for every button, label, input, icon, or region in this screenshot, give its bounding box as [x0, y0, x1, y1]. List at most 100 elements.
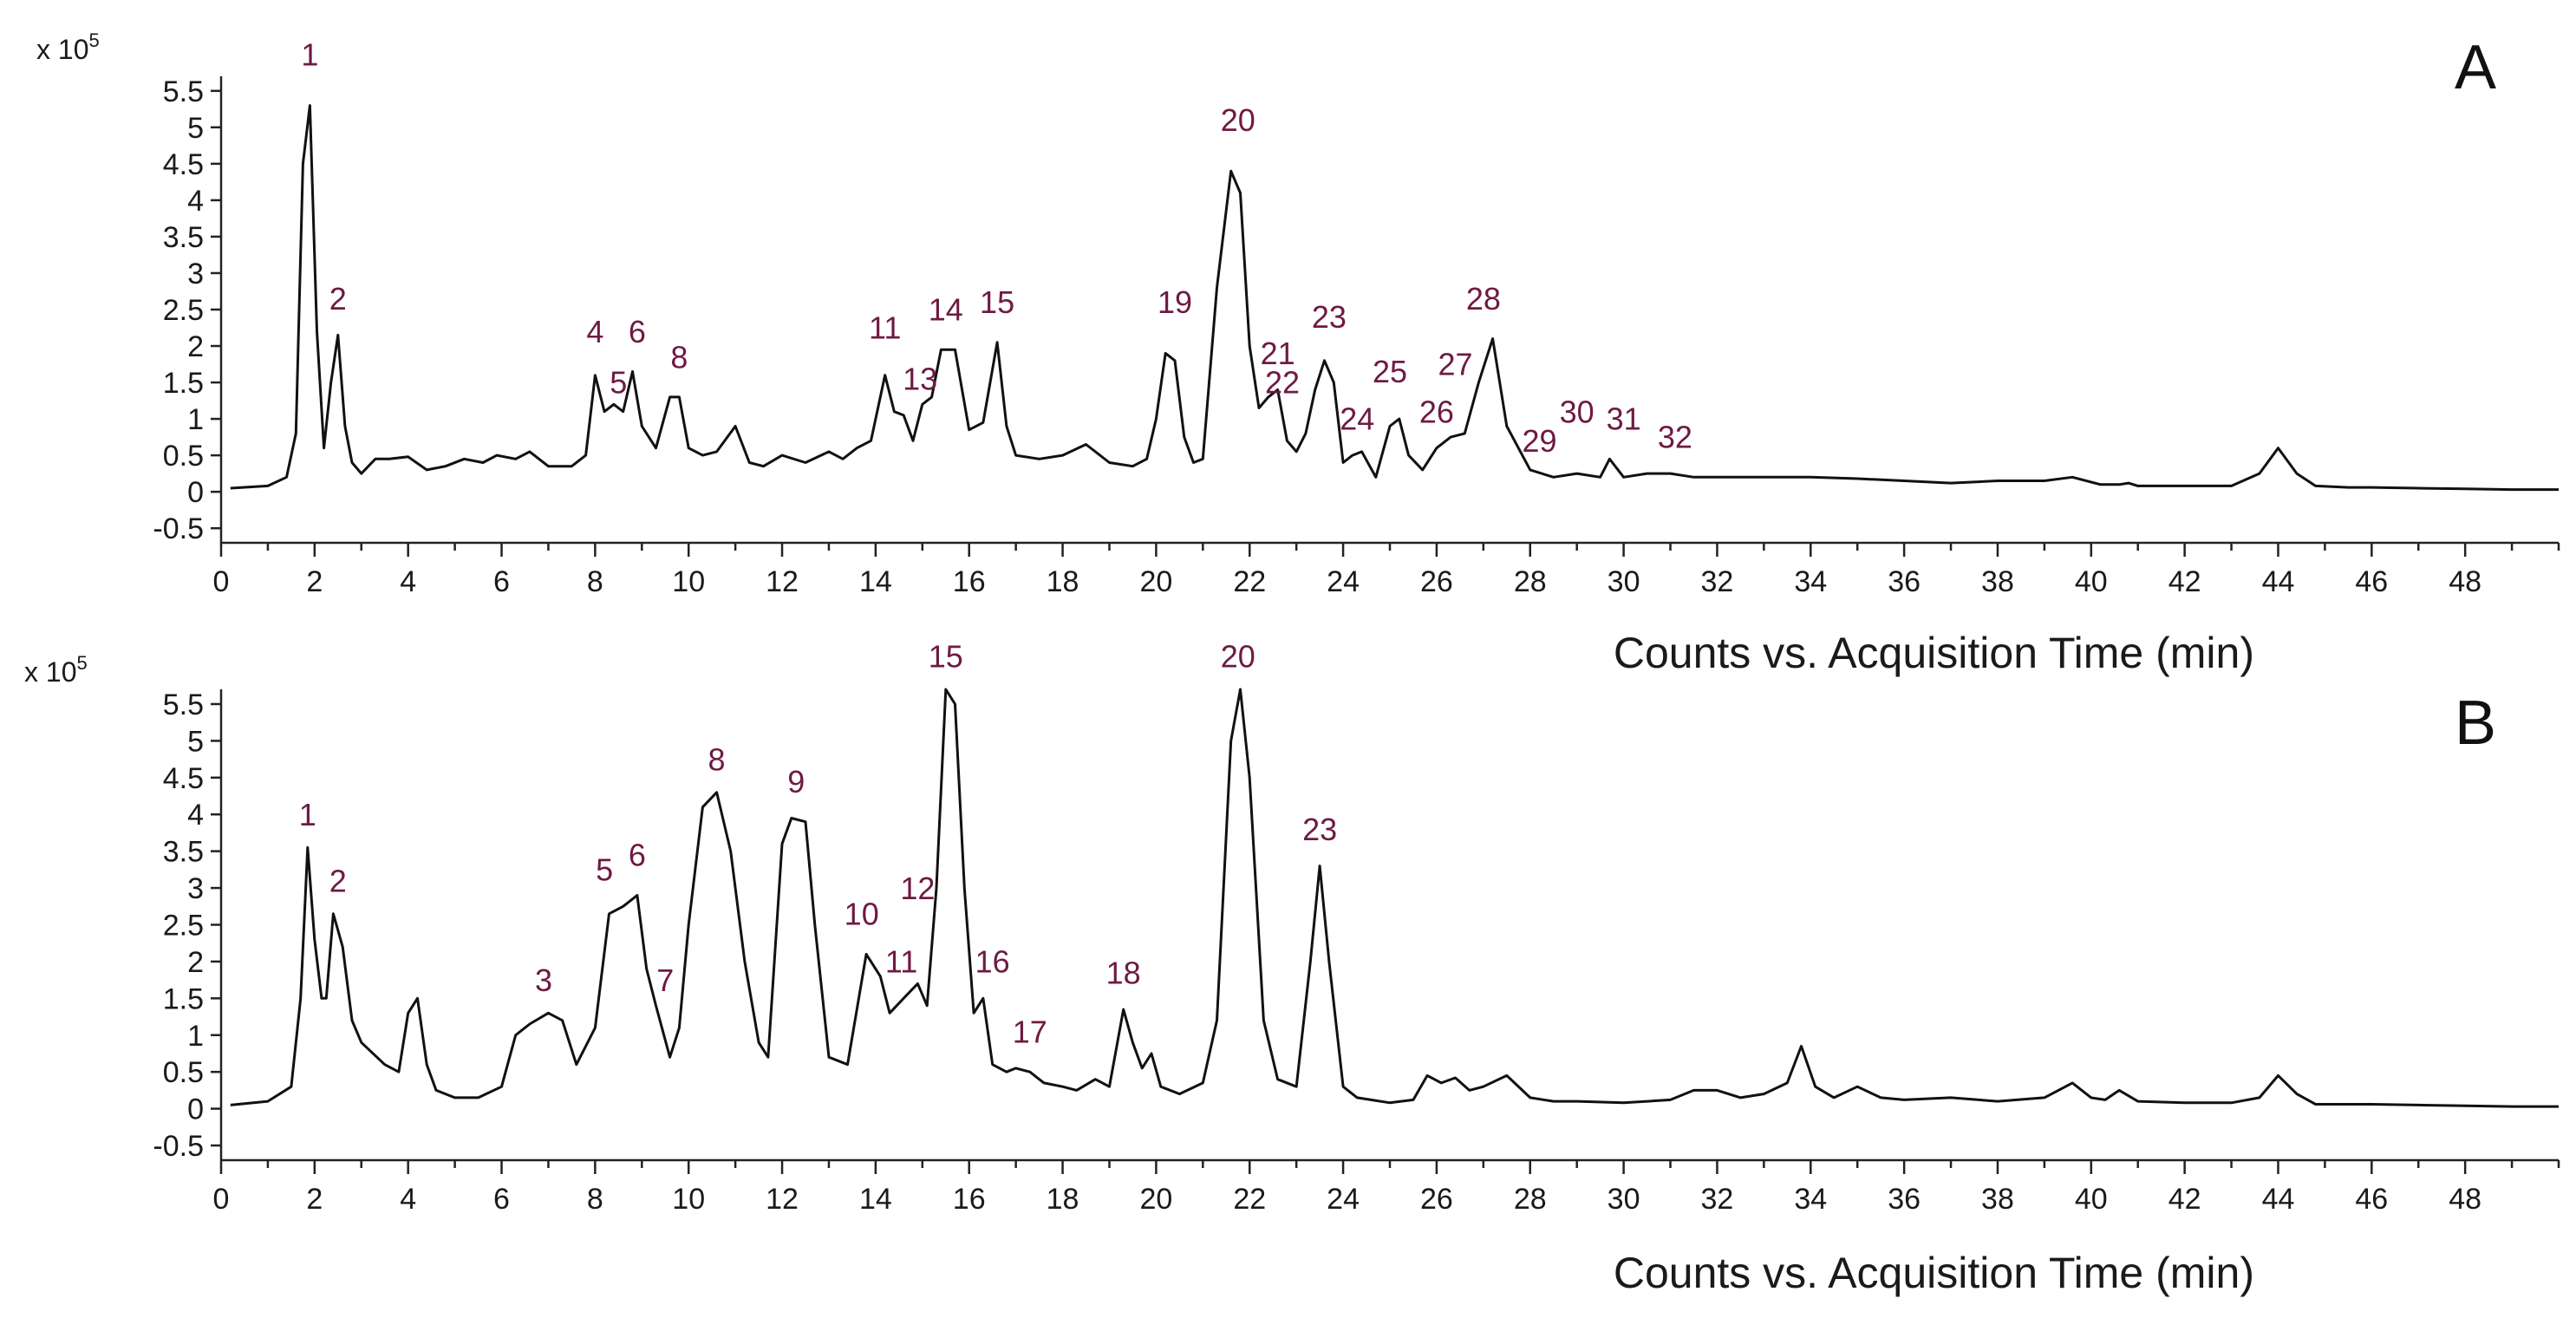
peak-label: 22	[1265, 365, 1300, 401]
y-tick-label: 2.5	[163, 910, 204, 943]
x-tick-label: 18	[1047, 1183, 1079, 1216]
x-tick-label: 2	[306, 1183, 323, 1216]
x-tick-label: 30	[1608, 565, 1640, 598]
peak-label: 11	[885, 944, 917, 980]
y-tick-label: 5	[187, 112, 204, 145]
peak-label: 29	[1523, 423, 1557, 459]
peak-label: 20	[1221, 639, 1255, 675]
y-tick-label: 0	[187, 476, 204, 509]
peak-label: 1	[301, 36, 318, 72]
x-tick-label: 42	[2168, 1183, 2201, 1216]
x-tick-label: 34	[1794, 565, 1827, 598]
y-tick-label: 5.5	[163, 75, 204, 108]
y-tick-label: 1	[187, 1020, 204, 1053]
y-tick-label: -0.5	[153, 1130, 204, 1163]
peak-label: 11	[869, 310, 901, 346]
x-tick-label: 46	[2355, 1183, 2388, 1216]
y-tick-label: 1.5	[163, 367, 204, 400]
x-tick-label: 34	[1794, 1183, 1827, 1216]
peak-label: 6	[629, 314, 646, 349]
peak-label: 24	[1340, 401, 1374, 437]
peak-label: 26	[1419, 394, 1454, 429]
y-tick-label: 2	[187, 946, 204, 979]
x-tick-label: 14	[859, 1183, 892, 1216]
peak-label: 7	[656, 962, 674, 998]
peak-label: 28	[1466, 281, 1501, 316]
x-tick-label: 12	[766, 565, 799, 598]
peak-label: 12	[900, 871, 935, 906]
x-tick-label: 26	[1420, 565, 1453, 598]
peak-label: 3	[535, 962, 552, 998]
y-multiplier-exponent: 5	[88, 29, 99, 51]
peak-label: 13	[903, 361, 937, 396]
x-axis-title: Counts vs. Acquisition Time (min)	[1614, 1249, 2254, 1297]
y-multiplier-label: x 105	[24, 652, 88, 688]
x-tick-label: 6	[493, 1183, 510, 1216]
y-tick-label: 5.5	[163, 688, 204, 721]
x-tick-label: 0	[213, 1183, 230, 1216]
x-tick-label: 42	[2168, 565, 2201, 598]
peak-label: 4	[586, 314, 603, 349]
x-tick-label: 40	[2075, 1183, 2108, 1216]
peak-label: 6	[629, 838, 646, 873]
peak-label: 2	[329, 863, 347, 898]
peak-label: 9	[787, 764, 805, 799]
peak-label: 25	[1373, 354, 1407, 389]
x-tick-label: 10	[672, 565, 705, 598]
x-tick-label: 0	[213, 565, 230, 598]
y-multiplier-exponent: 5	[76, 652, 87, 674]
x-tick-label: 36	[1888, 1183, 1921, 1216]
y-multiplier-label: x 105	[36, 29, 100, 65]
y-tick-label: 0.5	[163, 440, 204, 473]
chromatogram-trace	[230, 688, 2559, 1108]
peak-label: 1	[299, 797, 316, 832]
peak-label: 27	[1438, 347, 1472, 382]
peak-label: 31	[1607, 401, 1641, 437]
y-tick-label: 2	[187, 330, 204, 363]
x-tick-label: 22	[1233, 1183, 1266, 1216]
y-tick-label: 5	[187, 725, 204, 758]
x-tick-label: 22	[1233, 565, 1266, 598]
x-tick-label: 48	[2449, 565, 2481, 598]
y-tick-label: 0	[187, 1093, 204, 1126]
x-tick-label: 48	[2449, 1183, 2481, 1216]
peak-label: 32	[1658, 420, 1692, 455]
y-tick-label: 3	[187, 872, 204, 905]
x-tick-label: 36	[1888, 565, 1921, 598]
x-tick-label: 4	[400, 1183, 416, 1216]
y-tick-label: 4.5	[163, 762, 204, 795]
x-axis-title: Counts vs. Acquisition Time (min)	[1614, 629, 2254, 677]
x-tick-label: 44	[2262, 1183, 2295, 1216]
peak-label: 21	[1261, 336, 1295, 371]
y-tick-label: -0.5	[153, 512, 204, 545]
x-tick-label: 44	[2262, 565, 2295, 598]
peak-label: 15	[929, 639, 963, 675]
peak-label: 5	[610, 365, 627, 401]
x-tick-label: 32	[1701, 565, 1734, 598]
peak-label: 14	[929, 292, 963, 328]
peak-label: 30	[1560, 394, 1595, 429]
y-tick-label: 4.5	[163, 148, 204, 181]
peak-label: 8	[670, 339, 688, 375]
chromatogram-panel-a: -0.500.511.522.533.544.555.50 2 4 6 8 10 12 14 1…	[36, 29, 2560, 677]
x-tick-label: 14	[859, 565, 892, 598]
y-tick-label: 2.5	[163, 294, 204, 327]
x-tick-label: 20	[1139, 565, 1172, 598]
peak-label: 10	[845, 897, 879, 932]
x-tick-label: 24	[1327, 565, 1360, 598]
x-tick-label: 2	[306, 565, 323, 598]
x-tick-label: 12	[766, 1183, 799, 1216]
peak-label: 16	[975, 944, 1010, 980]
chromatogram-trace	[230, 104, 2559, 492]
peak-label: 2	[329, 281, 347, 316]
peak-label: 5	[596, 852, 613, 888]
peak-label: 15	[980, 284, 1014, 320]
y-tick-label: 1	[187, 403, 204, 436]
x-tick-label: 32	[1701, 1183, 1734, 1216]
y-tick-label: 3.5	[163, 221, 204, 254]
chromatogram-panel-b: -0.500.511.522.533.544.555.50 2 4 6 8 10 12 14 1…	[24, 639, 2560, 1297]
x-tick-label: 38	[1981, 1183, 2014, 1216]
peak-label: 19	[1158, 284, 1192, 320]
peak-label: 23	[1312, 299, 1347, 335]
